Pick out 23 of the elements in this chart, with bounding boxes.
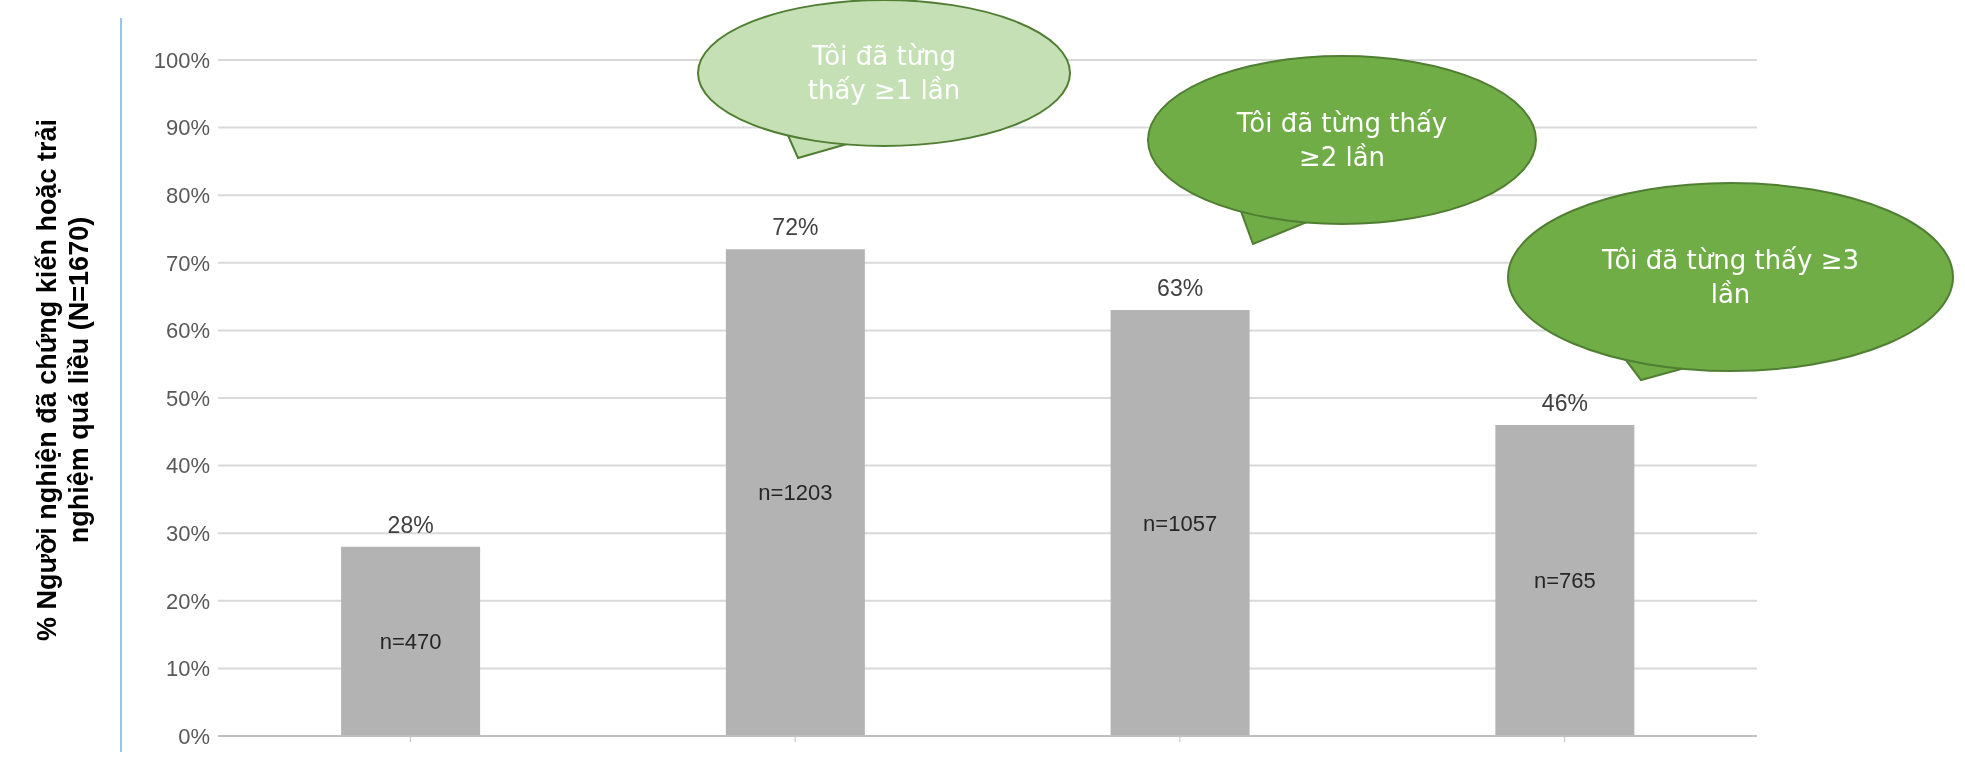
annotation: n=470 [379, 629, 442, 655]
y-tick-label: 50% [165, 385, 210, 411]
y-axis-title: % Người nghiện đã chứng kiến hoặc trải nghiệm quá liều (N=1670) [31, 118, 95, 643]
annotation: Tôi đã từng thấy ≥3 lần [1600, 244, 1861, 311]
annotation: n=1203 [758, 480, 833, 506]
annotation: Tôi đã từng thấy ≥1 lần [806, 40, 962, 107]
data-label: 63% [1157, 275, 1204, 302]
y-tick-label: 90% [165, 115, 210, 141]
data-label: 28% [387, 511, 434, 538]
y-tick-label: 40% [165, 453, 210, 479]
y-tick-label: 60% [165, 318, 210, 344]
y-tick-label: 20% [165, 588, 210, 614]
annotation: n=765 [1533, 568, 1596, 594]
data-label: 46% [1541, 390, 1588, 417]
y-tick-label: 10% [165, 656, 210, 682]
y-tick-label: 30% [165, 521, 210, 547]
y-tick-label: 70% [165, 250, 210, 276]
data-label: 72% [772, 214, 819, 241]
y-tick-label: 100% [153, 47, 210, 73]
annotation: n=1057 [1143, 510, 1218, 536]
annotation: Tôi đã từng thấy ≥2 lần [1235, 107, 1449, 174]
y-tick-label: 0% [178, 723, 210, 749]
y-tick-label: 80% [165, 183, 210, 209]
